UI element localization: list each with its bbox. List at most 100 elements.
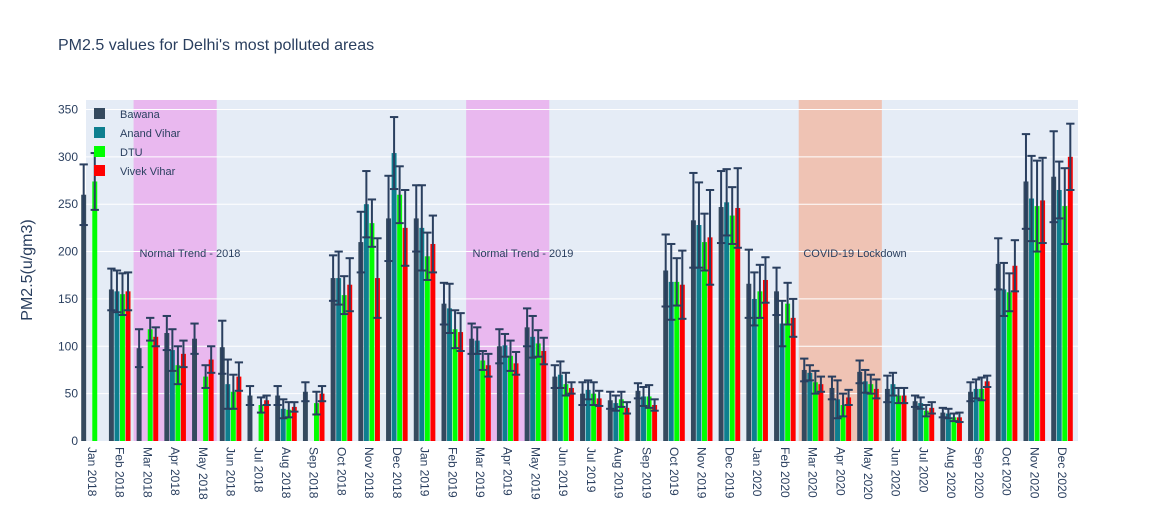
x-tick-label: Jan 2020 (750, 447, 764, 497)
x-tick-label: Jul 2019 (584, 447, 598, 493)
bar-bawana (524, 327, 530, 441)
bar-anand-vihar (945, 413, 951, 441)
bar-anand-vihar (641, 396, 646, 441)
bar-dtu (1062, 206, 1068, 441)
bar-vivek-vihar (846, 397, 852, 441)
bar-anand-vihar (502, 345, 508, 441)
bar-vivek-vihar (762, 279, 768, 441)
bar-dtu (369, 223, 375, 441)
bar-vivek-vihar (236, 376, 242, 441)
bar-bawana (192, 338, 198, 441)
bar-vivek-vihar (153, 336, 159, 441)
bar-dtu (258, 405, 264, 441)
x-tick-label: Jun 2020 (889, 447, 903, 497)
legend-swatch (94, 165, 105, 176)
bar-bawana (940, 412, 946, 441)
bar-dtu (480, 360, 486, 441)
bar-dtu (591, 393, 597, 441)
bar-bawana (219, 347, 225, 441)
bar-vivek-vihar (652, 405, 658, 441)
bar-dtu (1006, 292, 1012, 441)
bar-anand-vihar (918, 403, 924, 441)
legend: Bawana Anand Vihar DTU Vivek Vihar (94, 108, 181, 178)
x-tick-label: Apr 2020 (833, 447, 847, 496)
bar-dtu (757, 291, 763, 441)
bar-anand-vihar (835, 399, 840, 441)
bar-bawana (635, 390, 641, 441)
bar-vivek-vihar (1012, 265, 1018, 441)
bar-vivek-vihar (402, 227, 408, 441)
y-tick-label: 350 (58, 102, 78, 116)
bar-bawana (995, 263, 1001, 441)
bar-vivek-vihar (180, 353, 186, 441)
bar-anand-vihar (779, 323, 785, 441)
x-tick-label: May 2018 (196, 447, 210, 500)
bar-dtu (203, 376, 209, 441)
legend-swatch (94, 127, 105, 138)
bar-vivek-vihar (347, 284, 353, 441)
bar-bawana (469, 338, 475, 441)
y-tick-label: 100 (58, 339, 78, 353)
bar-bawana (247, 395, 253, 441)
bar-vivek-vihar (125, 291, 131, 441)
bar-dtu (618, 399, 624, 441)
x-tick-label: Sep 2020 (972, 447, 986, 499)
bar-anand-vihar (1056, 189, 1062, 441)
bar-vivek-vihar (319, 393, 325, 441)
legend-swatch (94, 146, 105, 157)
y-tick-label: 250 (58, 197, 78, 211)
bar-vivek-vihar (291, 406, 297, 441)
bars-group (81, 153, 1073, 442)
x-tick-label: Dec 2020 (1055, 447, 1069, 499)
bar-dtu (951, 417, 957, 441)
x-tick-label: Jan 2019 (418, 447, 432, 497)
bar-anand-vihar (890, 384, 896, 441)
bar-bawana (857, 371, 863, 441)
bar-vivek-vihar (984, 381, 990, 441)
bar-anand-vihar (225, 384, 231, 441)
legend-label: Bawana (120, 109, 161, 121)
x-tick-label: Mar 2018 (140, 447, 154, 498)
bar-dtu (230, 391, 236, 441)
bar-dtu (314, 403, 319, 441)
x-tick-label: Sep 2018 (307, 447, 321, 499)
bar-bawana (496, 346, 502, 441)
bar-vivek-vihar (541, 351, 547, 441)
bar-vivek-vihar (790, 317, 796, 441)
bar-bawana (330, 278, 336, 441)
bar-anand-vihar (613, 403, 619, 441)
bar-anand-vihar (280, 408, 286, 441)
bar-dtu (424, 256, 430, 441)
x-tick-label: Oct 2020 (1000, 447, 1014, 496)
x-tick-label: Apr 2018 (168, 447, 182, 496)
x-tick-label: Aug 2020 (944, 447, 958, 499)
bar-anand-vihar (557, 374, 563, 441)
bar-vivek-vihar (485, 365, 491, 441)
bar-dtu (286, 409, 292, 441)
y-tick-label: 50 (65, 387, 79, 401)
bar-vivek-vihar (679, 284, 685, 441)
bar-anand-vihar (474, 340, 480, 441)
bar-bawana (136, 348, 142, 441)
legend-label: Vivek Vihar (120, 166, 176, 178)
bar-anand-vihar (585, 389, 591, 441)
bar-anand-vihar (807, 372, 813, 441)
bar-vivek-vihar (624, 407, 630, 441)
bar-bawana (1051, 176, 1057, 441)
x-tick-label: Oct 2019 (667, 447, 681, 496)
bar-dtu (729, 215, 735, 441)
bar-anand-vihar (391, 153, 397, 442)
x-tick-label: Jan 2018 (85, 447, 99, 497)
bar-bawana (801, 369, 807, 441)
x-tick-label: Aug 2019 (612, 447, 626, 499)
legend-label: DTU (120, 147, 143, 159)
x-tick-label: Feb 2019 (445, 447, 459, 498)
bar-bawana (607, 400, 613, 441)
bar-anand-vihar (114, 291, 120, 441)
legend-swatch (94, 108, 105, 119)
y-axis-title: PM2.5(u/gm3) (19, 219, 36, 320)
bar-dtu (702, 242, 707, 441)
bar-dtu (923, 410, 929, 441)
bar-anand-vihar (973, 388, 979, 441)
